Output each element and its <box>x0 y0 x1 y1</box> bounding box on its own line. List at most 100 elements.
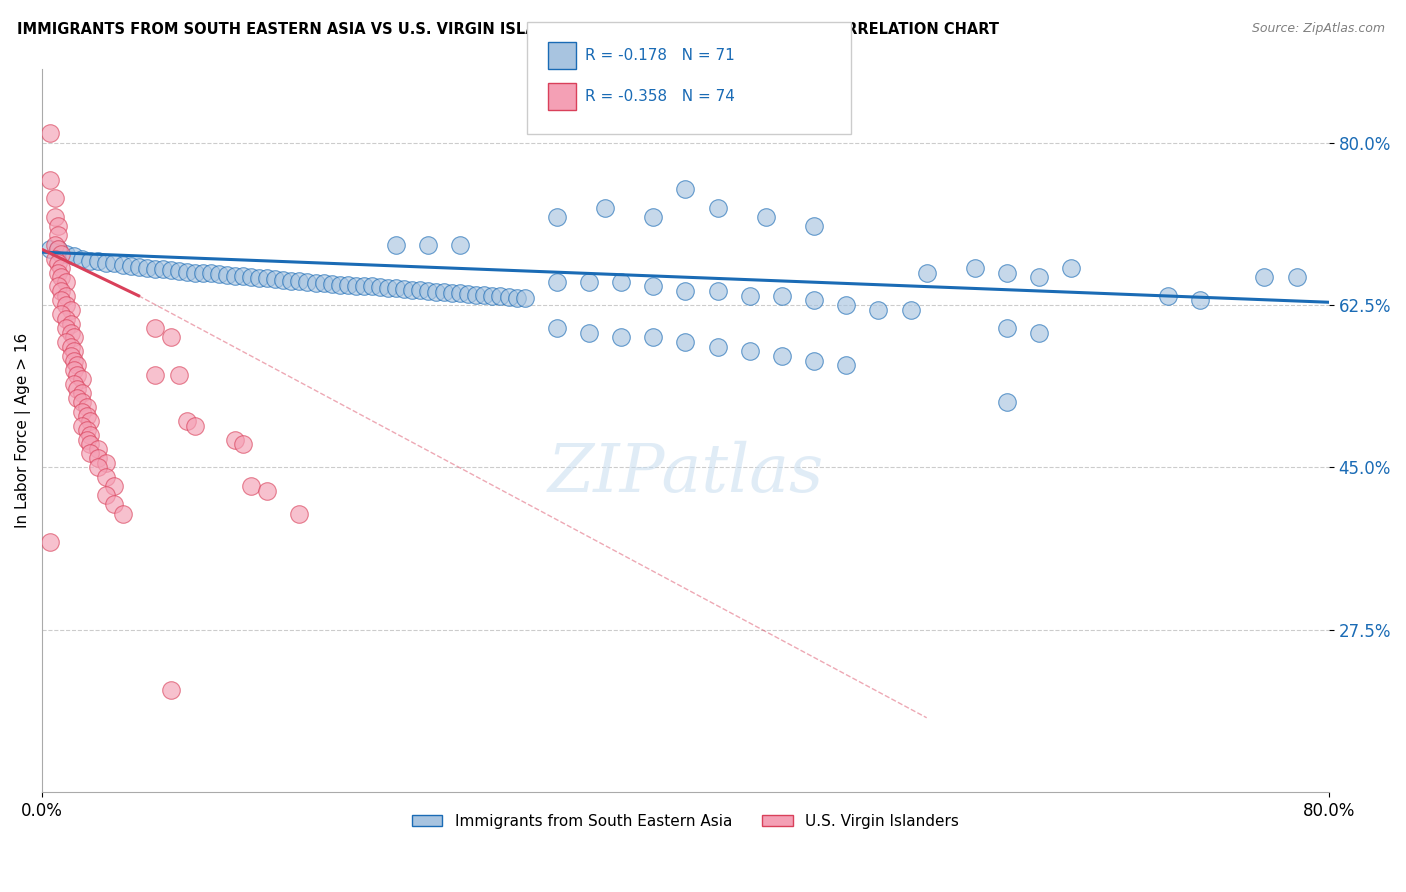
Point <box>63 344 86 359</box>
Point <box>79 437 101 451</box>
Point <box>288 274 311 288</box>
Text: IMMIGRANTS FROM SOUTH EASTERN ASIA VS U.S. VIRGIN ISLANDER IN LABOR FORCE | AGE : IMMIGRANTS FROM SOUTH EASTERN ASIA VS U.… <box>17 22 998 38</box>
Point <box>232 437 254 451</box>
Text: R = -0.358   N = 74: R = -0.358 N = 74 <box>585 89 735 103</box>
Point <box>273 273 295 287</box>
Point <box>329 277 352 292</box>
Point <box>368 280 391 294</box>
Point <box>55 289 77 303</box>
Point <box>706 284 728 298</box>
Text: R = -0.178   N = 71: R = -0.178 N = 71 <box>585 48 735 62</box>
Point <box>55 335 77 350</box>
Point <box>111 507 134 521</box>
Point <box>39 127 62 141</box>
Point <box>353 279 375 293</box>
Point <box>51 284 73 298</box>
Point <box>770 289 793 303</box>
Point <box>103 479 125 493</box>
Point <box>1060 260 1083 275</box>
Point <box>208 268 231 282</box>
Point <box>39 243 62 257</box>
Point <box>63 363 86 377</box>
Point <box>63 353 86 368</box>
Point <box>578 275 600 289</box>
Point <box>546 210 568 224</box>
Point <box>593 201 616 215</box>
Point <box>546 275 568 289</box>
Point <box>79 414 101 428</box>
Point <box>505 291 527 305</box>
Point <box>288 507 311 521</box>
Point <box>46 219 69 234</box>
Point <box>232 269 254 284</box>
Point <box>264 272 287 286</box>
Point <box>66 391 89 405</box>
Point <box>416 237 439 252</box>
Point <box>835 298 858 312</box>
Point <box>900 302 922 317</box>
Point <box>72 372 94 386</box>
Point <box>63 249 86 263</box>
Point <box>143 261 166 276</box>
Point <box>1157 289 1180 303</box>
Point <box>167 263 190 277</box>
Text: Source: ZipAtlas.com: Source: ZipAtlas.com <box>1251 22 1385 36</box>
Point <box>159 682 181 697</box>
Point <box>578 326 600 340</box>
Point <box>513 291 536 305</box>
Point <box>135 260 157 275</box>
Point <box>87 442 110 456</box>
Point <box>96 488 118 502</box>
Point <box>304 276 326 290</box>
Point <box>385 281 408 295</box>
Point <box>120 259 142 273</box>
Point <box>675 335 697 350</box>
Point <box>465 288 488 302</box>
Point <box>224 269 246 284</box>
Point <box>39 534 62 549</box>
Point <box>184 418 207 433</box>
Point <box>738 344 761 359</box>
Point <box>706 201 728 215</box>
Point <box>803 219 825 234</box>
Point <box>46 243 69 257</box>
Point <box>143 368 166 382</box>
Point <box>46 256 69 270</box>
Point <box>433 285 456 299</box>
Point <box>44 237 66 252</box>
Point <box>995 395 1018 409</box>
Point <box>60 349 83 363</box>
Point <box>76 433 98 447</box>
Point <box>111 258 134 272</box>
Point <box>96 469 118 483</box>
Point <box>344 278 367 293</box>
Point <box>995 321 1018 335</box>
Point <box>191 267 214 281</box>
Point <box>1285 270 1308 285</box>
Point <box>51 270 73 285</box>
Point <box>868 302 890 317</box>
Point <box>159 262 181 277</box>
Point <box>675 182 697 196</box>
Point <box>51 307 73 321</box>
Point <box>377 281 399 295</box>
Point <box>770 349 793 363</box>
Point <box>1189 293 1212 308</box>
Point <box>63 330 86 344</box>
Point <box>55 312 77 326</box>
Point <box>176 414 198 428</box>
Point <box>803 293 825 308</box>
Point <box>72 405 94 419</box>
Point <box>610 275 633 289</box>
Point <box>392 282 415 296</box>
Point <box>610 330 633 344</box>
Point <box>66 359 89 373</box>
Point <box>200 267 222 281</box>
Point <box>46 228 69 243</box>
Point <box>167 368 190 382</box>
Point <box>51 247 73 261</box>
Point <box>963 260 986 275</box>
Point <box>72 418 94 433</box>
Point <box>247 271 270 285</box>
Point <box>409 283 432 297</box>
